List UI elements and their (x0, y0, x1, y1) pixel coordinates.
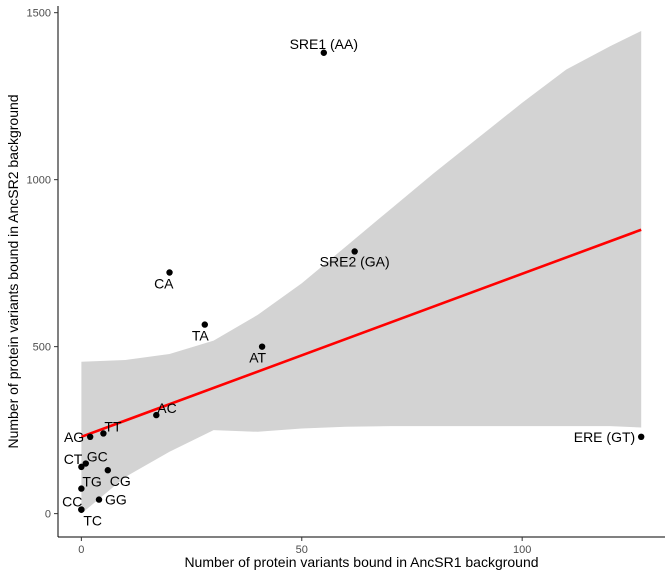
point-label: CT (64, 451, 83, 467)
y-axis-title: Number of protein variants bound in AncS… (5, 94, 21, 448)
data-point (351, 248, 358, 255)
x-tick-label: 0 (78, 544, 84, 556)
point-label: AC (157, 400, 176, 416)
y-tick-label: 1000 (27, 175, 51, 187)
point-label: AG (64, 429, 84, 445)
point-label: CC (62, 494, 82, 510)
data-point (100, 430, 107, 437)
point-label: GC (87, 449, 108, 465)
data-point (78, 506, 85, 513)
data-point (78, 463, 85, 471)
data-point (86, 433, 94, 441)
regression-line (80, 228, 642, 439)
point-label: TT (104, 418, 122, 434)
point-labels-layer: SRE1 (AA) SRE2 (GA) CA TA AT AC TT AG ERE (GT) CT… (62, 36, 635, 529)
point-label: TC (83, 513, 102, 529)
data-point (82, 460, 89, 467)
point-label: TG (82, 474, 101, 490)
confidence-band (81, 31, 642, 514)
data-point (153, 411, 160, 419)
y-tick-label: 500 (33, 342, 51, 354)
point-label: AT (249, 350, 266, 366)
data-point (201, 321, 208, 328)
point-label: CA (154, 276, 174, 292)
x-axis-title: Number of protein variants bound in AncS… (184, 554, 538, 570)
data-point (78, 485, 85, 492)
y-tick-label: 1500 (27, 8, 51, 20)
points-layer (78, 49, 645, 513)
point-label: CG (110, 473, 131, 489)
point-label: SRE1 (AA) (290, 36, 358, 52)
confidence-band-layer (81, 31, 642, 514)
data-point (320, 49, 328, 56)
fit-line-layer (80, 228, 642, 439)
data-point (637, 433, 645, 441)
point-label: ERE (GT) (574, 429, 635, 445)
x-tick-label: 100 (513, 544, 531, 556)
point-label: SRE2 (GA) (320, 253, 390, 269)
point-label: GG (105, 492, 127, 508)
data-point (95, 496, 103, 503)
data-point (166, 269, 173, 276)
y-tick-label: 0 (45, 509, 51, 521)
data-point (104, 467, 112, 474)
point-label: TA (192, 328, 210, 344)
data-point (258, 343, 266, 350)
x-tick-label: 50 (296, 544, 308, 556)
